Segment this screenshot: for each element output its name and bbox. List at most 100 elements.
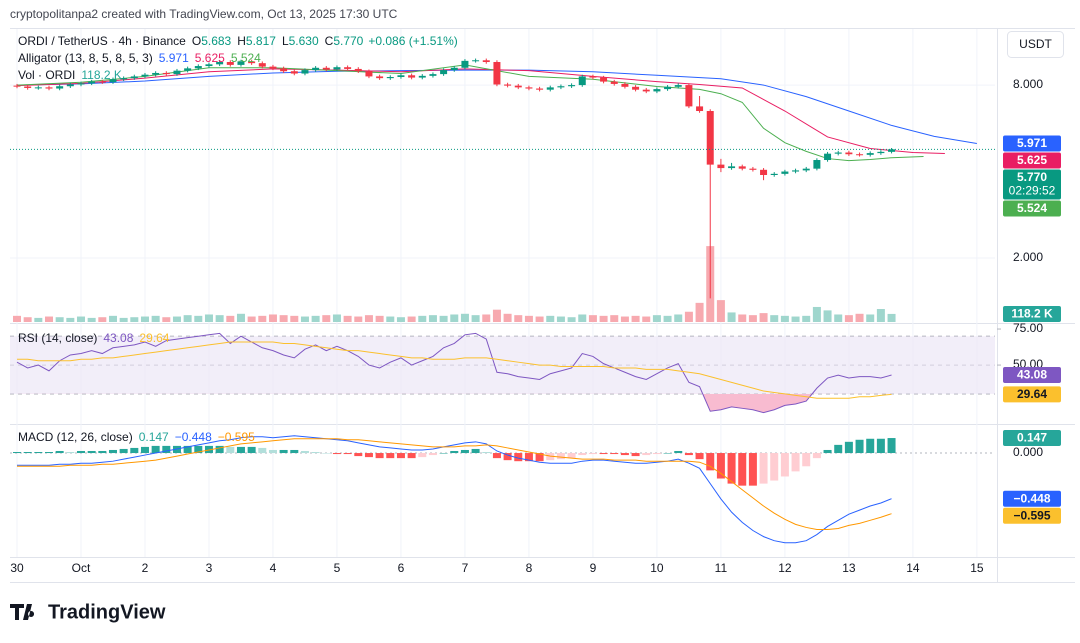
candle-body (24, 86, 32, 88)
volume-bar (631, 315, 640, 322)
volume-bar (663, 315, 672, 322)
candle-body (824, 153, 832, 161)
macd-histogram-bar (247, 446, 256, 454)
candle-body (461, 60, 469, 68)
volume-bar (524, 315, 533, 322)
price-badge-label: −0.595 (1013, 508, 1050, 522)
macd-histogram-bar (236, 446, 245, 454)
candle-body (248, 61, 256, 64)
x-tick-label: Oct (72, 561, 91, 575)
x-tick-label: 7 (462, 561, 469, 575)
volume-bar (290, 315, 299, 322)
macd-histogram-bar (322, 453, 331, 454)
macd-histogram-bar (66, 452, 75, 454)
volume-bar (364, 315, 373, 322)
price-badge (1003, 152, 1061, 169)
macd-histogram-bar (556, 453, 565, 460)
macd-histogram-bar (471, 448, 480, 454)
macd-histogram-bar (567, 453, 576, 459)
macd-histogram-bar (802, 453, 811, 467)
macd-histogram-bar (343, 453, 352, 455)
macd-histogram-bar (258, 447, 267, 454)
candle-body (440, 70, 448, 75)
volume-bar (503, 313, 512, 322)
price-badge (1003, 490, 1061, 507)
currency[interactable]: USDT (1019, 37, 1052, 51)
candle-body (429, 74, 437, 76)
macd-histogram-bar (396, 453, 405, 459)
macd-histogram-bar (98, 450, 107, 454)
macd-histogram-bar (674, 450, 683, 454)
candle-body (493, 62, 501, 85)
volume-bar (599, 315, 608, 322)
candle-body (696, 106, 704, 112)
macd-histogram-bar (55, 450, 64, 454)
macd-line (17, 435, 892, 544)
candle-body (152, 72, 160, 75)
macd-histogram-bar (87, 450, 96, 454)
candle-body (408, 75, 416, 78)
alligator-line (16, 69, 977, 145)
legend-item: −0.595 (218, 430, 255, 444)
volume-bar (34, 317, 43, 322)
candle-body (717, 164, 725, 169)
volume-bar (791, 316, 800, 322)
candle-body (642, 89, 650, 92)
macd-histogram-bar (599, 453, 608, 455)
volume-bar (183, 315, 192, 322)
candle-body (98, 81, 106, 83)
volume-bar (716, 300, 725, 322)
candle-body (162, 72, 170, 75)
candle-body (418, 75, 426, 78)
candle-body (216, 62, 224, 65)
volume-bar (375, 315, 384, 322)
candle-body (728, 166, 736, 169)
volume-bar (844, 315, 853, 322)
candle-body (472, 60, 480, 62)
legend-item: H (237, 34, 246, 48)
macd-histogram-bar (727, 453, 736, 484)
candle-body (578, 76, 586, 86)
candle-body (856, 154, 864, 156)
volume-bar (727, 312, 736, 322)
macd-histogram-bar (268, 449, 277, 454)
legend-item: MACD (12, 26, close) (18, 430, 133, 444)
candle-body (344, 67, 352, 69)
legend: MACD (12, 26, close) 0.147 −0.448 −0.595 (18, 430, 255, 444)
macd-histogram-bar (119, 448, 128, 454)
macd-histogram-bar (535, 453, 544, 462)
macd-histogram-bar (375, 453, 384, 459)
legend-item: 118.2 K (81, 68, 121, 82)
macd-histogram-bar (439, 453, 448, 454)
x-tick-label: 4 (270, 561, 277, 575)
candle-body (365, 71, 373, 77)
macd-histogram-bar (44, 452, 53, 454)
macd-histogram-bar (546, 453, 555, 461)
price-badge-label: 118.2 K (1011, 307, 1053, 321)
candle-body (792, 170, 800, 172)
candle-body (589, 76, 597, 78)
macd-histogram-bar (844, 441, 853, 454)
volume-bar (194, 315, 203, 322)
legend-item: 5.770 (333, 34, 363, 48)
macd-histogram-bar (183, 445, 192, 454)
volume-bar (610, 315, 619, 322)
volume-bar (311, 315, 320, 322)
legend-item: L (282, 34, 289, 48)
macd-histogram-bar (524, 453, 533, 462)
currency-button[interactable] (1007, 31, 1064, 58)
candle-body (88, 81, 96, 84)
x-tick-label: 9 (590, 561, 597, 575)
volume-bar (460, 313, 469, 322)
macd-histogram-bar (407, 453, 416, 459)
macd-histogram-bar (780, 453, 789, 477)
y-tick-label: 8.000 (1013, 77, 1043, 91)
price-badge (1003, 306, 1061, 322)
macd-histogram-bar (332, 453, 341, 455)
candle-body (621, 83, 629, 87)
alligator-line (16, 68, 945, 155)
credit: cryptopolitanpa2 created with TradingVie… (10, 7, 398, 21)
volume-bar (428, 315, 437, 322)
x-tick-label: 12 (778, 561, 792, 575)
price-badge (1003, 200, 1061, 217)
